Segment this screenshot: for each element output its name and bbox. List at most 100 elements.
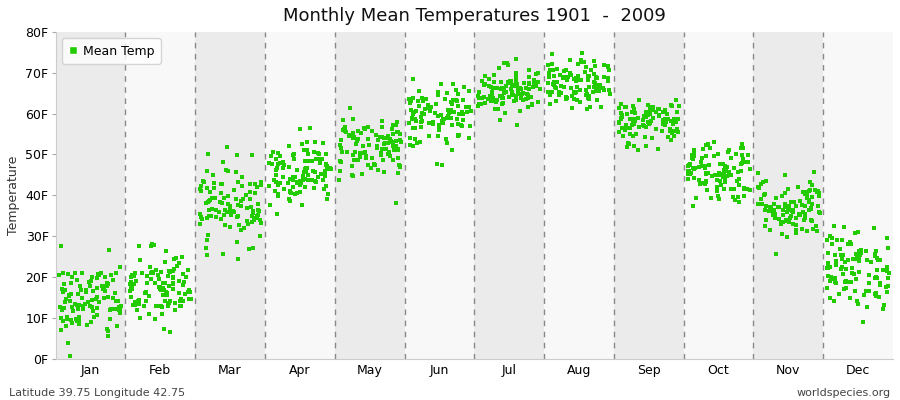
Point [148,316,162,322]
Point [154,303,168,309]
Point [573,87,588,93]
Point [311,151,326,157]
Point [504,78,518,85]
Point [600,63,615,70]
Point [566,76,580,82]
Point [762,204,777,210]
Point [573,57,588,63]
Point [292,126,307,132]
Point [525,101,539,108]
Point [751,170,765,176]
Point [297,147,311,153]
Point [562,57,577,63]
Point [478,100,492,106]
Point [500,60,514,66]
Point [266,149,280,155]
Point [166,274,180,280]
Point [505,89,519,95]
Point [853,251,868,257]
Point [451,132,465,138]
Point [571,61,585,68]
Point [382,153,397,160]
Point [200,215,214,222]
Point [290,180,304,186]
Point [371,167,385,173]
Point [370,143,384,150]
Point [96,286,111,292]
Point [472,94,487,101]
Point [601,75,616,81]
Point [836,270,850,277]
Point [827,275,842,282]
Point [336,127,350,133]
Point [460,109,474,115]
Point [645,104,660,110]
Point [224,212,238,218]
Point [62,293,77,299]
Point [391,128,405,135]
Point [497,85,511,92]
Point [158,248,173,254]
Point [354,130,368,136]
Point [208,195,222,201]
Point [442,110,456,116]
Point [297,166,311,172]
Point [349,141,364,148]
Point [356,142,371,149]
Point [349,137,364,144]
Point [368,132,382,138]
Point [589,88,603,94]
Point [393,164,408,170]
Point [662,128,677,134]
Point [507,98,521,104]
Point [789,230,804,236]
Point [199,200,213,206]
Point [519,90,534,97]
Point [100,326,114,332]
Point [277,162,292,169]
Point [742,166,757,172]
Point [740,186,754,192]
Point [364,154,379,161]
Point [561,74,575,80]
Point [286,184,301,190]
Point [779,218,794,225]
Point [869,255,884,261]
Point [139,298,153,304]
Point [101,280,115,287]
Point [707,172,722,178]
Point [441,106,455,113]
Point [636,122,651,129]
Point [719,173,733,180]
Point [636,117,651,124]
Point [156,280,170,286]
Point [271,150,285,156]
Point [194,220,208,227]
Point [786,207,800,213]
Point [156,284,170,291]
Point [357,149,372,156]
Point [101,332,115,339]
Point [431,133,446,139]
Point [375,157,390,163]
Point [436,118,450,124]
Point [834,256,849,262]
Point [462,88,476,95]
Point [311,150,326,156]
Point [527,76,542,83]
Point [126,302,140,308]
Point [778,204,792,210]
Point [670,119,684,125]
Point [511,85,526,92]
Point [201,231,215,238]
Point [509,121,524,128]
Point [319,183,333,189]
Point [477,82,491,88]
Point [217,211,231,218]
Point [57,281,71,287]
Point [223,205,238,212]
Point [450,98,464,104]
Point [166,286,180,292]
Point [872,282,886,288]
Bar [544,32,614,358]
